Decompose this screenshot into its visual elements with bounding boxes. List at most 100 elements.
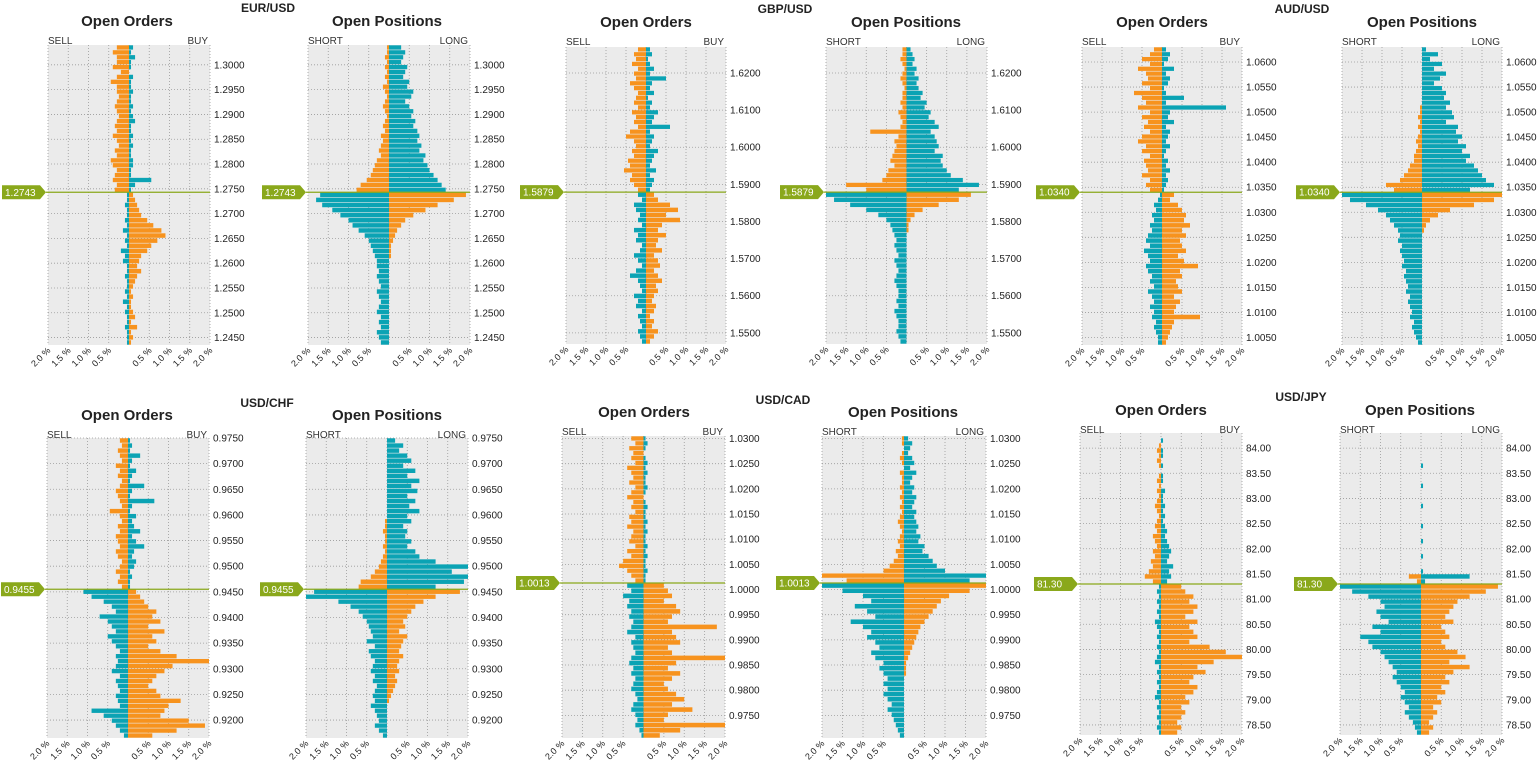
aud-orders-bar-right — [1162, 304, 1176, 310]
jpy-positions-bar-right — [1421, 584, 1498, 589]
cad-positions-bar-right — [904, 480, 911, 485]
cad-orders-bar-left — [635, 722, 644, 728]
aud-orders-bar-right — [1162, 178, 1168, 183]
chf-positions-bar-right — [387, 673, 396, 679]
cad-positions-bar-left — [871, 650, 904, 656]
chf-positions-bar-right — [387, 693, 392, 699]
chf-positions-bar-right — [387, 493, 408, 499]
gbp-positions-bar-right — [906, 56, 915, 62]
y-tick-label: 82.50 — [1506, 519, 1531, 530]
cad-positions-bar-left — [891, 702, 904, 707]
panel-title: Open Positions — [851, 14, 961, 31]
eur-orders-bar-right — [129, 197, 136, 203]
cad-positions-bar-left — [901, 450, 904, 456]
cad-positions-bar-right — [904, 499, 915, 505]
aud-orders-bar-right — [1162, 294, 1174, 299]
gbp-positions-bar-left — [894, 308, 907, 314]
aud-orders-bar-left — [1138, 139, 1162, 144]
left-side-label: SHORT — [1342, 37, 1377, 48]
eur-orders-bar-right — [129, 128, 132, 134]
cad-positions-bar-left — [893, 717, 904, 723]
eur-orders-bar-right — [129, 133, 134, 138]
y-tick-label: 79.00 — [1506, 695, 1531, 706]
chf-positions-bar-right — [387, 483, 412, 489]
y-tick-label: 1.2850 — [474, 135, 505, 146]
jpy-orders-bar-left — [1152, 549, 1161, 554]
chf-positions-bar-right — [387, 579, 464, 584]
eur-orders-bar-left — [116, 60, 129, 65]
eur-positions-bar-left — [320, 192, 389, 198]
gbp-positions-bar-right — [906, 124, 939, 129]
chf-positions-bar-right — [387, 644, 402, 649]
jpy-orders-bar-right — [1161, 639, 1190, 645]
y-tick-label: 0.9400 — [213, 613, 244, 624]
eur-positions-bar-left — [384, 118, 389, 124]
jpy-orders-bar-left — [1154, 523, 1161, 529]
gbp-orders-bar-left — [634, 100, 646, 105]
cad-positions-bar-left — [897, 553, 904, 559]
aud-orders-bar-right — [1162, 340, 1166, 345]
gbp-positions-bar-right — [906, 207, 923, 213]
eur-positions-bar-left — [372, 168, 389, 173]
cad-positions-bar-left — [887, 676, 904, 681]
chf-positions-bar-left — [370, 703, 387, 708]
gbp-orders-bar-left — [634, 153, 646, 158]
jpy-positions-bar-left — [1388, 619, 1421, 624]
aud-orders-bar-left — [1146, 163, 1162, 168]
gbp-positions-bar-left — [902, 90, 907, 96]
cad-orders-bar-right — [643, 727, 681, 733]
aud-orders-bar-left — [1154, 324, 1162, 330]
gbp-orders-bar-right — [646, 115, 654, 120]
gbp-orders-bar-left — [640, 283, 646, 289]
jpy-orders-bar-left — [1158, 584, 1161, 589]
y-tick-label: 0.9250 — [472, 690, 503, 701]
eur-positions-bar-left — [386, 114, 389, 119]
gbp-orders-bar-left — [636, 115, 646, 120]
gbp-positions-bar-right — [906, 153, 943, 158]
y-tick-label: 1.2800 — [474, 160, 505, 171]
cad-positions-bar-left — [899, 455, 904, 461]
gbp-orders-bar-right — [646, 158, 652, 163]
jpy-orders-bar-left — [1156, 478, 1161, 484]
jpy-orders-bar-right — [1161, 564, 1174, 569]
gbp-positions-bar-right — [906, 90, 923, 96]
jpy-orders-bar-left — [1158, 664, 1161, 670]
eur-orders-bar-right — [129, 45, 134, 50]
y-tick-label: 1.0400 — [1246, 158, 1277, 169]
chf-positions-bar-left — [374, 673, 387, 679]
eur-orders-bar-left — [126, 197, 129, 203]
cad-orders-bar-right — [643, 691, 677, 697]
eur-orders-bar-right — [129, 123, 132, 129]
eur-positions-bar-left — [378, 319, 389, 325]
gbp-positions-bar-left — [898, 268, 907, 273]
jpy-positions-bar-left — [1396, 679, 1421, 685]
aud-positions-bar-right — [1422, 115, 1454, 120]
cad-positions-bar-left — [883, 681, 904, 687]
aud-orders-bar-left — [1142, 173, 1162, 178]
eur-orders-bar-left — [112, 177, 129, 183]
cad-orders-bar-right — [643, 539, 646, 544]
jpy-orders-bar-left — [1158, 473, 1161, 478]
chf-positions-bar-left — [384, 518, 387, 524]
eur-orders-bar-left — [116, 89, 129, 94]
panel-title: Open Positions — [848, 404, 958, 421]
chf-positions-bar-left — [374, 569, 387, 574]
x-tick-label: 1.0 % — [150, 738, 173, 761]
gbp-orders-bar-right — [646, 139, 652, 144]
chf-orders-bar-right — [128, 663, 173, 669]
chf-orders-bar-left — [91, 708, 128, 713]
jpy-orders-bar-right — [1161, 518, 1164, 524]
y-tick-label: 1.2900 — [214, 110, 245, 121]
chf-orders-bar-right — [128, 564, 135, 569]
jpy-positions-bar-left — [1396, 669, 1421, 675]
chf-positions-bar-right — [387, 468, 416, 473]
aud-orders-bar-left — [1158, 335, 1162, 340]
y-tick-label: 1.0150 — [1506, 283, 1537, 294]
jpy-orders-bar-right — [1161, 463, 1164, 468]
eur-orders-bar-left — [112, 50, 129, 55]
gbp-orders-bar-right — [646, 110, 658, 115]
eur-positions-bar-left — [378, 279, 389, 284]
gbp-positions-bar-right — [906, 66, 917, 71]
cad-orders-bar-left — [627, 465, 644, 470]
